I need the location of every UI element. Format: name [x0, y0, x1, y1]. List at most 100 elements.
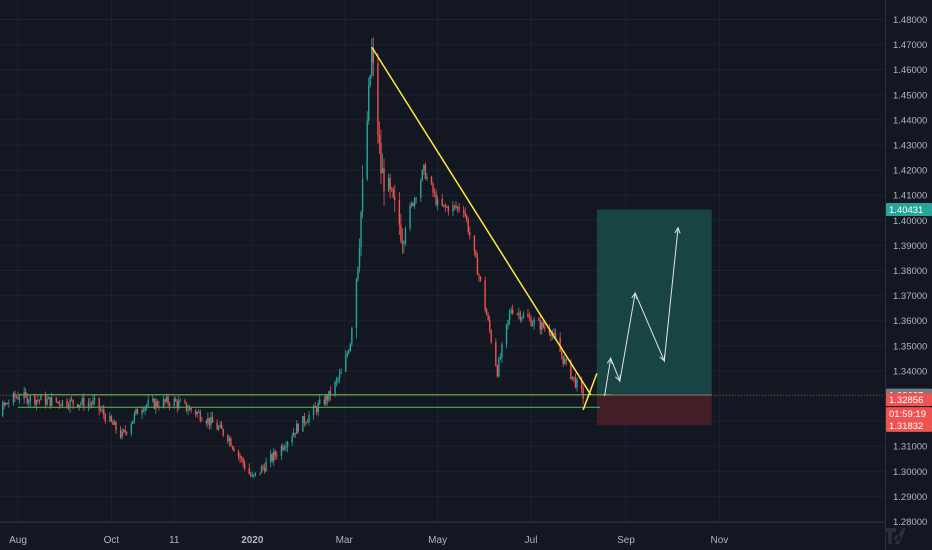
- candle-body: [37, 399, 39, 401]
- candle-body: [527, 314, 529, 318]
- candle: [227, 433, 229, 444]
- x-tick-label: 11: [169, 535, 180, 546]
- candle-body: [219, 424, 221, 428]
- candle-body: [433, 192, 436, 194]
- stop-zone[interactable]: [596, 394, 712, 426]
- candle: [253, 474, 255, 479]
- candle: [196, 411, 198, 418]
- candle-body: [564, 359, 566, 364]
- candle-body: [306, 421, 309, 423]
- candle: [455, 201, 457, 211]
- candle-body: [533, 319, 535, 325]
- candle-body: [528, 317, 531, 319]
- candle: [346, 350, 348, 358]
- candle: [115, 420, 117, 434]
- candle-body: [466, 215, 468, 221]
- candle-body: [436, 199, 439, 205]
- breakout-line[interactable]: [582, 373, 598, 411]
- candle: [98, 397, 100, 416]
- candle: [280, 443, 283, 460]
- candle: [412, 202, 414, 207]
- candle: [476, 252, 479, 275]
- candle: [175, 396, 177, 402]
- candle-body: [346, 353, 348, 356]
- candle: [104, 412, 106, 424]
- candle-body: [576, 379, 578, 388]
- candle: [156, 399, 159, 408]
- candle-body: [305, 422, 307, 424]
- candle-body: [464, 212, 466, 216]
- candle: [444, 202, 446, 212]
- candle: [456, 205, 459, 213]
- candle-body: [519, 312, 522, 320]
- candle: [453, 204, 456, 211]
- candle-body: [156, 401, 159, 406]
- candle: [571, 376, 574, 381]
- candle: [110, 415, 113, 423]
- candle: [130, 421, 133, 437]
- drawings[interactable]: [0, 46, 885, 411]
- candle-body: [381, 168, 384, 174]
- candle: [358, 238, 361, 273]
- candle-body: [109, 416, 111, 422]
- candle-body: [530, 318, 532, 327]
- projection-path[interactable]: [604, 227, 679, 397]
- candle: [319, 394, 321, 405]
- candle-body: [12, 393, 15, 404]
- candle-body: [199, 412, 201, 421]
- candle: [531, 320, 534, 327]
- tradingview-logo[interactable]: [886, 528, 906, 544]
- candle-body: [90, 403, 93, 405]
- candle-body: [49, 397, 51, 406]
- candle: [539, 315, 541, 335]
- candle-body: [508, 313, 511, 321]
- price-label-countdown: 01:59:19: [886, 407, 932, 421]
- candle-body: [484, 280, 486, 310]
- candle-body: [222, 429, 224, 436]
- candle-body: [115, 421, 117, 431]
- candle: [383, 158, 385, 206]
- candle-body: [46, 399, 48, 405]
- candle-body: [103, 409, 105, 416]
- target-zone[interactable]: [596, 209, 712, 395]
- candle-body: [273, 451, 275, 461]
- candle-body: [271, 454, 273, 461]
- candle: [282, 443, 284, 452]
- x-tick-label: Mar: [336, 535, 354, 546]
- candle-body: [317, 403, 319, 413]
- candle-body: [93, 397, 96, 401]
- candle-body: [262, 466, 264, 468]
- candle: [276, 450, 278, 460]
- candle-body: [89, 403, 91, 405]
- candle: [83, 393, 85, 411]
- candle-body: [133, 413, 136, 421]
- candle: [413, 196, 416, 210]
- candle-body: [412, 202, 414, 206]
- candle-body: [17, 396, 19, 400]
- candle: [233, 446, 235, 452]
- candle: [5, 402, 7, 407]
- candle: [92, 395, 94, 408]
- candle-body: [216, 422, 218, 430]
- candle-body: [531, 324, 534, 327]
- candle-body: [423, 164, 425, 171]
- candle-body: [355, 279, 358, 328]
- candle-body: [167, 396, 169, 404]
- candle: [415, 196, 417, 204]
- candle-body: [66, 400, 68, 407]
- candle: [436, 195, 439, 211]
- projection-arrowhead: [674, 226, 681, 234]
- candle: [306, 418, 309, 424]
- candle: [487, 312, 489, 322]
- candle: [237, 449, 240, 461]
- candle: [464, 207, 466, 219]
- candle: [198, 409, 200, 413]
- candle: [87, 398, 90, 412]
- price-label-text: 1.31832: [889, 421, 923, 432]
- trendline[interactable]: [371, 46, 592, 396]
- candle-body: [208, 417, 211, 425]
- candle: [443, 204, 445, 208]
- candle-body: [452, 205, 454, 212]
- candle-body: [573, 376, 575, 378]
